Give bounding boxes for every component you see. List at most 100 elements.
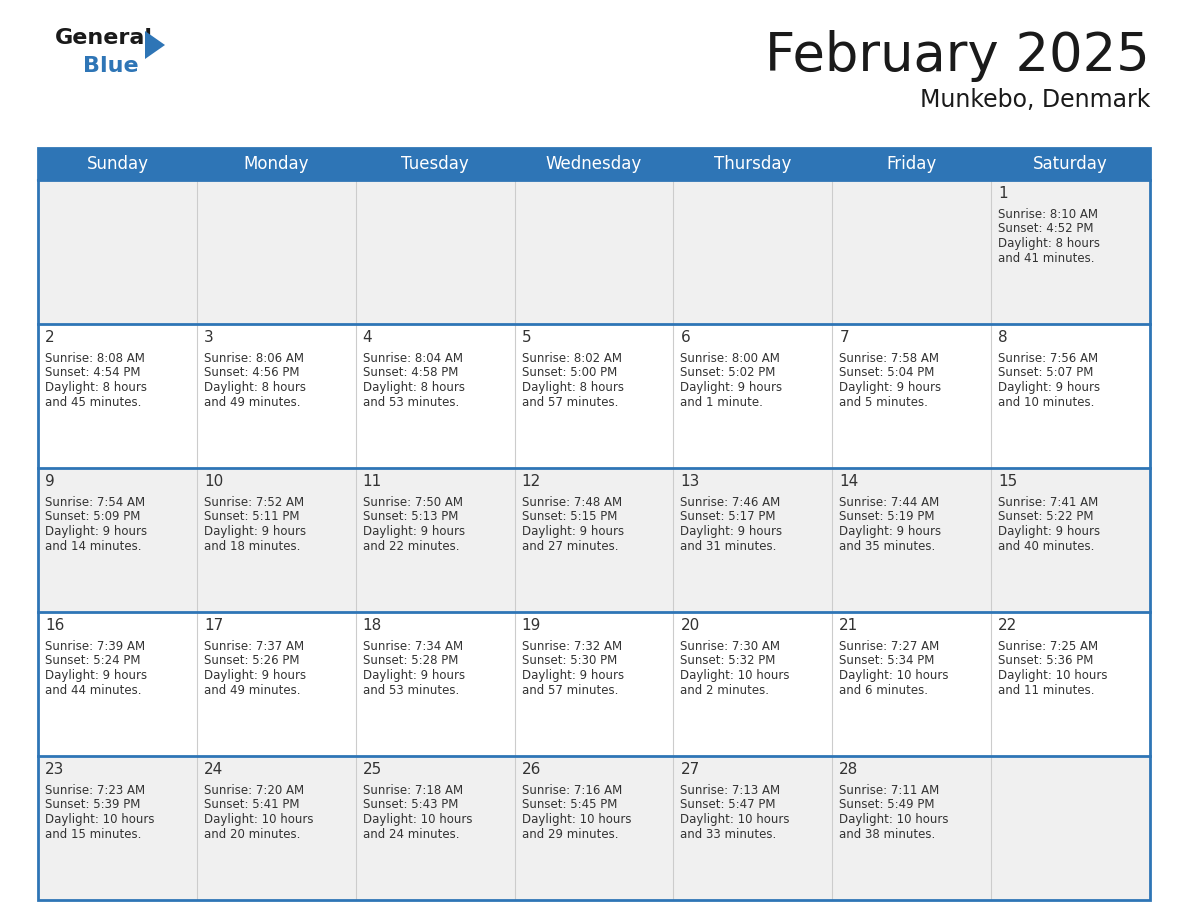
Text: and 57 minutes.: and 57 minutes. [522,684,618,697]
Text: Sunrise: 7:48 AM: Sunrise: 7:48 AM [522,496,621,509]
Text: Monday: Monday [244,155,309,173]
Text: February 2025: February 2025 [765,30,1150,82]
Text: Daylight: 9 hours: Daylight: 9 hours [204,669,307,682]
Text: 15: 15 [998,474,1017,489]
Text: Daylight: 8 hours: Daylight: 8 hours [204,381,305,394]
Text: Sunset: 5:13 PM: Sunset: 5:13 PM [362,510,459,523]
Text: and 49 minutes.: and 49 minutes. [204,396,301,409]
Text: Munkebo, Denmark: Munkebo, Denmark [920,88,1150,112]
Bar [38,324,1150,468]
Text: Sunset: 5:41 PM: Sunset: 5:41 PM [204,799,299,812]
Text: Daylight: 9 hours: Daylight: 9 hours [998,525,1100,538]
Text: 9: 9 [45,474,55,489]
Text: Sunset: 5:36 PM: Sunset: 5:36 PM [998,655,1093,667]
Text: Sunrise: 7:37 AM: Sunrise: 7:37 AM [204,640,304,653]
Text: Sunset: 4:58 PM: Sunset: 4:58 PM [362,366,459,379]
Text: and 44 minutes.: and 44 minutes. [45,684,141,697]
Text: and 29 minutes.: and 29 minutes. [522,827,618,841]
Text: and 20 minutes.: and 20 minutes. [204,827,301,841]
Text: and 38 minutes.: and 38 minutes. [839,827,935,841]
Text: 10: 10 [204,474,223,489]
Text: Sunrise: 7:20 AM: Sunrise: 7:20 AM [204,784,304,797]
Text: and 35 minutes.: and 35 minutes. [839,540,935,553]
Text: Sunrise: 8:08 AM: Sunrise: 8:08 AM [45,352,145,365]
Text: 21: 21 [839,618,859,633]
Text: Daylight: 8 hours: Daylight: 8 hours [45,381,147,394]
Text: Daylight: 8 hours: Daylight: 8 hours [522,381,624,394]
Polygon shape [145,31,165,59]
Text: Sunrise: 7:58 AM: Sunrise: 7:58 AM [839,352,940,365]
Text: Tuesday: Tuesday [402,155,469,173]
Bar [38,756,1150,900]
Text: Daylight: 10 hours: Daylight: 10 hours [839,669,949,682]
Text: Sunrise: 8:10 AM: Sunrise: 8:10 AM [998,208,1098,221]
Text: 8: 8 [998,330,1007,345]
Text: Sunrise: 7:18 AM: Sunrise: 7:18 AM [362,784,463,797]
Text: and 24 minutes.: and 24 minutes. [362,827,460,841]
Text: 25: 25 [362,762,383,777]
Text: and 53 minutes.: and 53 minutes. [362,684,459,697]
Text: Sunrise: 7:54 AM: Sunrise: 7:54 AM [45,496,145,509]
Text: Sunset: 5:45 PM: Sunset: 5:45 PM [522,799,617,812]
Text: Sunset: 5:15 PM: Sunset: 5:15 PM [522,510,617,523]
Text: and 45 minutes.: and 45 minutes. [45,396,141,409]
Text: Sunset: 5:49 PM: Sunset: 5:49 PM [839,799,935,812]
Text: 23: 23 [45,762,64,777]
Text: Sunset: 5:39 PM: Sunset: 5:39 PM [45,799,140,812]
Text: Daylight: 9 hours: Daylight: 9 hours [522,669,624,682]
Text: 18: 18 [362,618,383,633]
Text: Sunset: 5:02 PM: Sunset: 5:02 PM [681,366,776,379]
Text: 7: 7 [839,330,849,345]
Text: Sunrise: 7:11 AM: Sunrise: 7:11 AM [839,784,940,797]
Text: 12: 12 [522,474,541,489]
Text: 19: 19 [522,618,541,633]
Text: Daylight: 9 hours: Daylight: 9 hours [45,669,147,682]
Text: General: General [55,28,153,48]
Text: Sunset: 5:00 PM: Sunset: 5:00 PM [522,366,617,379]
Text: Daylight: 9 hours: Daylight: 9 hours [998,381,1100,394]
Text: Daylight: 10 hours: Daylight: 10 hours [681,813,790,826]
Text: and 6 minutes.: and 6 minutes. [839,684,928,697]
Text: 1: 1 [998,186,1007,201]
Text: 5: 5 [522,330,531,345]
Text: Saturday: Saturday [1034,155,1108,173]
Text: and 14 minutes.: and 14 minutes. [45,540,141,553]
Text: 6: 6 [681,330,690,345]
Text: and 11 minutes.: and 11 minutes. [998,684,1094,697]
Text: Sunset: 5:34 PM: Sunset: 5:34 PM [839,655,935,667]
Text: Sunset: 5:22 PM: Sunset: 5:22 PM [998,510,1094,523]
Text: 4: 4 [362,330,372,345]
Bar [38,468,1150,612]
Text: Sunset: 5:47 PM: Sunset: 5:47 PM [681,799,776,812]
Text: 22: 22 [998,618,1017,633]
Text: and 2 minutes.: and 2 minutes. [681,684,770,697]
Text: Sunday: Sunday [87,155,148,173]
Text: Sunset: 5:07 PM: Sunset: 5:07 PM [998,366,1093,379]
Text: Daylight: 9 hours: Daylight: 9 hours [362,525,465,538]
Text: Friday: Friday [886,155,937,173]
Text: and 5 minutes.: and 5 minutes. [839,396,928,409]
Text: Blue: Blue [83,56,139,76]
Text: and 1 minute.: and 1 minute. [681,396,764,409]
Text: Sunrise: 7:32 AM: Sunrise: 7:32 AM [522,640,621,653]
Text: Daylight: 9 hours: Daylight: 9 hours [362,669,465,682]
Text: Daylight: 9 hours: Daylight: 9 hours [681,525,783,538]
Text: and 41 minutes.: and 41 minutes. [998,252,1094,264]
Bar [38,612,1150,756]
Text: Sunset: 5:43 PM: Sunset: 5:43 PM [362,799,459,812]
Text: Daylight: 10 hours: Daylight: 10 hours [522,813,631,826]
Text: Sunrise: 7:41 AM: Sunrise: 7:41 AM [998,496,1099,509]
Text: 26: 26 [522,762,541,777]
Text: Sunset: 5:30 PM: Sunset: 5:30 PM [522,655,617,667]
Text: and 40 minutes.: and 40 minutes. [998,540,1094,553]
Text: and 27 minutes.: and 27 minutes. [522,540,618,553]
Text: 16: 16 [45,618,64,633]
Text: 14: 14 [839,474,859,489]
Text: Daylight: 9 hours: Daylight: 9 hours [522,525,624,538]
Bar [38,148,1150,180]
Text: Sunrise: 7:25 AM: Sunrise: 7:25 AM [998,640,1098,653]
Text: Sunset: 5:32 PM: Sunset: 5:32 PM [681,655,776,667]
Text: Sunrise: 7:39 AM: Sunrise: 7:39 AM [45,640,145,653]
Text: Sunrise: 7:13 AM: Sunrise: 7:13 AM [681,784,781,797]
Text: and 15 minutes.: and 15 minutes. [45,827,141,841]
